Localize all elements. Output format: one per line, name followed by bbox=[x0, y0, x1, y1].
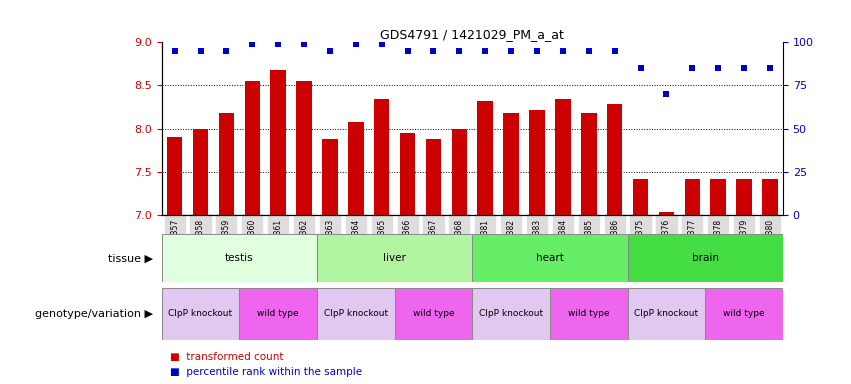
Text: ClpP knockout: ClpP knockout bbox=[634, 310, 699, 318]
Point bbox=[220, 48, 233, 54]
Title: GDS4791 / 1421029_PM_a_at: GDS4791 / 1421029_PM_a_at bbox=[380, 28, 564, 41]
Point bbox=[271, 41, 285, 47]
Bar bbox=[296, 81, 311, 215]
Point bbox=[478, 48, 492, 54]
Text: liver: liver bbox=[383, 253, 406, 263]
Bar bbox=[550, 288, 627, 340]
Bar bbox=[472, 234, 627, 282]
Bar bbox=[627, 288, 705, 340]
Bar bbox=[627, 234, 783, 282]
Text: ClpP knockout: ClpP knockout bbox=[479, 310, 543, 318]
Text: genotype/variation ▶: genotype/variation ▶ bbox=[35, 309, 153, 319]
Text: wild type: wild type bbox=[413, 310, 454, 318]
Bar bbox=[472, 288, 550, 340]
Point bbox=[297, 41, 311, 47]
Text: testis: testis bbox=[225, 253, 254, 263]
Point bbox=[608, 48, 621, 54]
Point bbox=[634, 65, 648, 71]
Text: heart: heart bbox=[536, 253, 564, 263]
Text: brain: brain bbox=[692, 253, 719, 263]
Point bbox=[686, 65, 700, 71]
Point bbox=[168, 48, 181, 54]
Bar bbox=[271, 70, 286, 215]
Point bbox=[763, 65, 777, 71]
Text: ClpP knockout: ClpP knockout bbox=[168, 310, 232, 318]
Bar bbox=[581, 113, 597, 215]
Bar bbox=[607, 104, 622, 215]
Bar bbox=[400, 133, 415, 215]
Point bbox=[505, 48, 518, 54]
Bar bbox=[317, 234, 472, 282]
Bar bbox=[705, 288, 783, 340]
Bar bbox=[374, 99, 390, 215]
Text: ■  percentile rank within the sample: ■ percentile rank within the sample bbox=[170, 367, 363, 377]
Bar bbox=[452, 129, 467, 215]
Point bbox=[711, 65, 725, 71]
Bar bbox=[219, 113, 234, 215]
Bar bbox=[167, 137, 182, 215]
Bar bbox=[239, 288, 317, 340]
Bar bbox=[162, 234, 317, 282]
Bar bbox=[633, 179, 648, 215]
Point bbox=[556, 48, 569, 54]
Point bbox=[737, 65, 751, 71]
Bar bbox=[244, 81, 260, 215]
Bar bbox=[659, 212, 674, 215]
Point bbox=[582, 48, 596, 54]
Bar bbox=[684, 179, 700, 215]
Bar bbox=[348, 122, 363, 215]
Point bbox=[245, 41, 259, 47]
Text: ■  transformed count: ■ transformed count bbox=[170, 352, 283, 362]
Text: ClpP knockout: ClpP knockout bbox=[323, 310, 388, 318]
Point bbox=[660, 91, 673, 97]
Point bbox=[530, 48, 544, 54]
Bar bbox=[555, 99, 571, 215]
Bar bbox=[317, 288, 395, 340]
Bar bbox=[395, 288, 472, 340]
Bar bbox=[426, 139, 441, 215]
Text: tissue ▶: tissue ▶ bbox=[108, 253, 153, 263]
Bar bbox=[529, 109, 545, 215]
Bar bbox=[503, 113, 519, 215]
Point bbox=[453, 48, 466, 54]
Point bbox=[401, 48, 414, 54]
Bar bbox=[711, 179, 726, 215]
Bar bbox=[192, 129, 208, 215]
Bar bbox=[477, 101, 493, 215]
Bar bbox=[323, 139, 338, 215]
Point bbox=[194, 48, 208, 54]
Point bbox=[426, 48, 440, 54]
Bar bbox=[762, 179, 778, 215]
Point bbox=[349, 41, 363, 47]
Text: wild type: wild type bbox=[723, 310, 765, 318]
Text: wild type: wild type bbox=[568, 310, 609, 318]
Point bbox=[375, 41, 389, 47]
Point bbox=[323, 48, 337, 54]
Bar bbox=[736, 179, 751, 215]
Bar bbox=[162, 288, 239, 340]
Text: wild type: wild type bbox=[257, 310, 299, 318]
